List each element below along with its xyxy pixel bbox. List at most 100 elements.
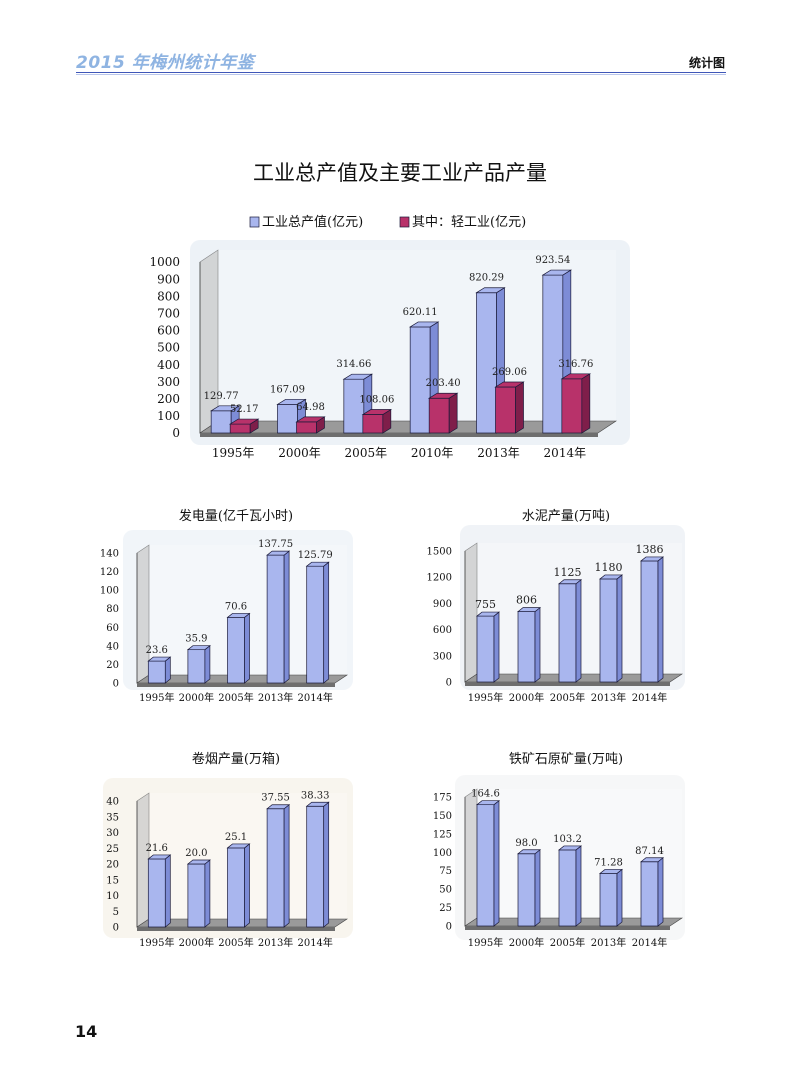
iron_ore-y-tick-label: 25 (439, 903, 452, 914)
cigarettes-bar (226, 843, 251, 928)
industry-bar-top (342, 373, 374, 380)
iron_ore-data-label: 98.0 (515, 838, 537, 849)
electricity-category-label: 2014年 (297, 691, 332, 704)
iron_ore-data-label: 103.2 (553, 834, 582, 845)
page-header: 2015 年梅州统计年鉴 统计图 (0, 0, 793, 80)
cement-y-tick-label: 1500 (427, 547, 452, 558)
cement-data-label: 806 (516, 594, 537, 607)
iron_ore-bar-top (599, 869, 623, 874)
iron_ore-y-tick-label: 75 (439, 866, 452, 877)
cement-y-tick-label: 600 (433, 625, 452, 636)
electricity-floor-edge (137, 683, 335, 687)
electricity-category-label: 2013年 (258, 691, 293, 704)
cigarettes-data-label: 21.6 (146, 843, 168, 854)
electricity-y-tick-label: 40 (106, 641, 119, 652)
cement-bar (476, 611, 500, 683)
industry-bar-front (428, 397, 450, 434)
cigarettes-data-label: 25.1 (225, 832, 247, 843)
cigarettes-side-wall (136, 792, 150, 928)
industry-category-label: 2014年 (544, 446, 587, 460)
electricity-data-label: 137.75 (258, 539, 293, 550)
cigarettes-data-label: 20.0 (185, 848, 207, 859)
industry-bar-top (408, 321, 440, 328)
cement-bar-side (493, 611, 500, 683)
industry-data-label: 923.54 (535, 255, 570, 266)
iron_ore-category-label: 2013年 (591, 936, 626, 949)
cement-bar (517, 606, 541, 683)
electricity-bar-top (266, 550, 291, 556)
industry-y-tick-label: 800 (157, 289, 180, 303)
cement-bar-side (534, 606, 541, 683)
industry-data-label: 203.40 (426, 378, 461, 389)
industry-chart: 工业总产值及主要工业产品产量 0 100 200 300 400 500 600 700 800 9… (149, 161, 630, 460)
cigarettes-bar-front (266, 808, 285, 928)
industry-category-label: 1995年 (212, 446, 255, 460)
industry-bar-front (476, 292, 497, 434)
industry-y-tick-label: 500 (157, 341, 180, 355)
industry-bar (209, 405, 241, 434)
iron_ore-bar (599, 868, 623, 927)
cement-bar-top (640, 556, 664, 562)
cement-bar-side (616, 574, 623, 683)
electricity-bar-side (244, 612, 250, 684)
iron_ore-bar (640, 857, 664, 927)
electricity-data-label: 70.6 (225, 601, 247, 612)
electricity-bar-side (204, 644, 211, 684)
cigarettes-y-tick-label: 5 (113, 907, 119, 918)
iron_ore-bar-front (476, 804, 495, 927)
cement-bar-top (558, 579, 582, 585)
cement-data-label: 755 (475, 598, 496, 611)
industry-bar-top (276, 399, 307, 405)
industry-legend: 工业总产值(亿元) 其中：轻工业(亿元) (249, 214, 526, 230)
iron_ore-y-tick-label: 0 (446, 922, 452, 933)
industry-y-tick-label: 0 (172, 426, 180, 440)
industry-data-label: 820.29 (469, 273, 504, 284)
iron_ore-chart: 铁矿石原矿量(万吨) 0 25 50 75 100 125 150 175 164.6 98.0 10… (433, 752, 685, 949)
electricity-y-tick-label: 100 (100, 586, 119, 597)
industry-bar-front (495, 386, 516, 434)
header-rule (76, 72, 726, 73)
industry-bar-side (448, 392, 458, 434)
electricity-bar-front (266, 554, 285, 684)
electricity-data-label: 35.9 (185, 634, 207, 645)
electricity-bar-front (187, 649, 206, 684)
industry-bar-front (542, 274, 564, 434)
cigarettes-floor-edge (137, 927, 335, 931)
cigarettes-bar-side (283, 803, 290, 928)
electricity-y-tick-label: 60 (106, 623, 119, 634)
electricity-bar-top (305, 561, 330, 567)
cement-bar (599, 574, 623, 683)
industry-bar-side (515, 381, 524, 434)
industry-bar (295, 416, 326, 434)
cement-bar-front (517, 611, 536, 683)
industry-legend-swatch (249, 216, 260, 228)
industry-legend-label: 其中：轻工业(亿元) (412, 215, 526, 230)
iron_ore-category-label: 2005年 (550, 936, 585, 949)
cigarettes-bar-top (305, 801, 330, 807)
cigarettes-y-tick-label: 0 (113, 923, 119, 934)
industry-bar (475, 287, 506, 434)
cigarettes-title: 卷烟产量(万箱) (192, 751, 280, 767)
iron_ore-title: 铁矿石原矿量(万吨) (509, 752, 623, 767)
cigarettes-category-label: 1995年 (139, 936, 174, 949)
iron_ore-y-tick-label: 100 (433, 848, 452, 859)
electricity-back-wall (149, 545, 347, 675)
cigarettes-category-label: 2013年 (258, 936, 293, 949)
electricity-y-tick-label: 0 (113, 679, 119, 690)
iron_ore-y-tick-label: 50 (439, 885, 452, 896)
electricity-bar-top (226, 613, 251, 618)
electricity-bar (147, 656, 172, 684)
electricity-y-tick-label: 120 (100, 567, 119, 578)
electricity-bar-front (147, 660, 166, 684)
industry-legend-label: 工业总产值(亿元) (262, 214, 363, 230)
cement-category-label: 1995年 (468, 691, 503, 704)
cigarettes-bar-top (147, 854, 172, 860)
electricity-y-tick-label: 80 (106, 604, 119, 615)
electricity-chart: 发电量(亿千瓦小时) 0 20 40 60 80 100 120 140 23.6 35.9 70.6… (100, 508, 353, 704)
industry-side-wall (199, 249, 219, 434)
cement-bar-front (476, 615, 495, 683)
electricity-data-label: 125.79 (298, 550, 333, 561)
cement-category-label: 2014年 (632, 691, 667, 704)
electricity-bar-top (147, 656, 172, 662)
industry-bar-front (343, 378, 365, 434)
